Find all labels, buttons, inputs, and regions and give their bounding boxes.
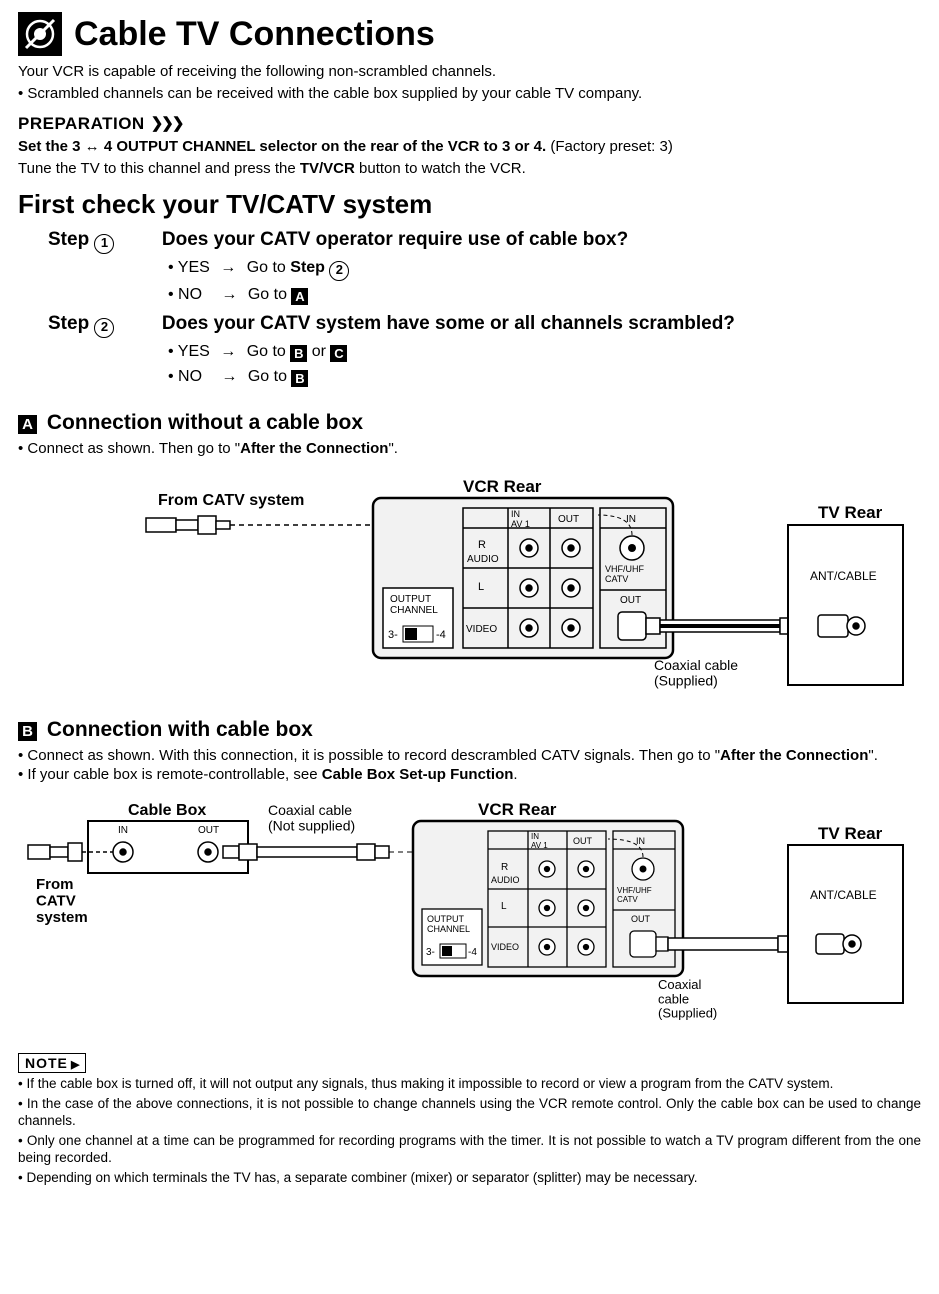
step1-yes: • YES → Go to Step 2 bbox=[168, 258, 921, 281]
coax-cable-icon bbox=[668, 936, 806, 952]
svg-text:AUDIO: AUDIO bbox=[491, 875, 520, 885]
step2-no: • NO → Go to B bbox=[168, 367, 921, 388]
tv-rear-panel: ANT/CABLE bbox=[788, 525, 903, 685]
step-2: Step 2 Does your CATV system have some o… bbox=[48, 312, 921, 338]
tv-rear-panel: ANT/CABLE bbox=[788, 845, 903, 1003]
vcr-out-label: OUT bbox=[558, 514, 579, 525]
ch4-label: -4 bbox=[436, 629, 446, 641]
box-b-icon: B bbox=[290, 345, 307, 362]
coax-plug-icon bbox=[146, 516, 373, 534]
svg-text:-4: -4 bbox=[468, 947, 477, 958]
circled-2-icon: 2 bbox=[329, 261, 349, 281]
coax-supplied-label: Coaxial cable(Supplied) bbox=[654, 657, 738, 688]
svg-text:OUT: OUT bbox=[631, 914, 651, 924]
note-item: Depending on which terminals the TV has,… bbox=[18, 1169, 921, 1187]
cb-in-label: IN bbox=[118, 825, 128, 836]
diagram-a: From CATV system VCR Rear INAV 1 OUT R A… bbox=[18, 470, 921, 694]
box-a-icon: A bbox=[291, 288, 308, 305]
check-system-heading: First check your TV/CATV system bbox=[18, 188, 921, 222]
circled-1-icon: 1 bbox=[94, 234, 114, 254]
note-item: Only one channel at a time can be progra… bbox=[18, 1132, 921, 1167]
tv-rear-label: TV Rear bbox=[818, 503, 883, 522]
vcr-out2-label: OUT bbox=[620, 595, 641, 606]
from-catv-label: From CATV system bbox=[158, 492, 304, 509]
intro-line1: Your VCR is capable of receiving the fol… bbox=[18, 62, 921, 82]
cb-out-label: OUT bbox=[198, 825, 219, 836]
note-item: If the cable box is turned off, it will … bbox=[18, 1075, 921, 1093]
svg-text:R: R bbox=[501, 862, 508, 873]
vcr-rear-label: VCR Rear bbox=[463, 477, 542, 496]
vcr-rear-panel: INAV 1 OUT R AUDIO L VIDEO IN VHF/UHFCAT… bbox=[413, 821, 683, 976]
svg-text:L: L bbox=[501, 901, 507, 912]
vcr-in2-label: IN bbox=[626, 514, 636, 525]
coax-supplied-label: Coaxialcable(Supplied) bbox=[658, 977, 717, 1021]
note-item: In the case of the above connections, it… bbox=[18, 1095, 921, 1130]
ant-cable-label: ANT/CABLE bbox=[810, 569, 877, 583]
svg-text:OUT: OUT bbox=[573, 836, 593, 846]
prep-line2: Tune the TV to this channel and press th… bbox=[18, 159, 921, 179]
step2-yes: • YES → Go to B or C bbox=[168, 342, 921, 363]
intro-line2: Scrambled channels can be received with … bbox=[18, 84, 921, 104]
page-title: Cable TV Connections bbox=[74, 12, 435, 56]
intro-block: Your VCR is capable of receiving the fol… bbox=[18, 62, 921, 103]
section-b-heading: B Connection with cable box bbox=[18, 716, 921, 743]
section-a-heading: A Connection without a cable box bbox=[18, 409, 921, 436]
vcr-rear-panel: INAV 1 OUT R AUDIO L VIDEO IN VHF/UHFCAT… bbox=[373, 498, 673, 658]
vcr-l-label: L bbox=[478, 581, 484, 593]
ant-cable-label: ANT/CABLE bbox=[810, 888, 877, 902]
output-channel-label: OUTPUTCHANNEL bbox=[390, 594, 438, 616]
svg-text:OUTPUTCHANNEL: OUTPUTCHANNEL bbox=[427, 914, 470, 934]
svg-text:VIDEO: VIDEO bbox=[491, 942, 519, 952]
cable-box-label: Cable Box bbox=[128, 802, 206, 819]
box-b-icon: B bbox=[291, 370, 308, 387]
title-row: Cable TV Connections bbox=[18, 12, 921, 56]
section-a-text: Connect as shown. Then go to "After the … bbox=[18, 439, 921, 459]
step1-no: • NO → Go to A bbox=[168, 285, 921, 306]
tv-rear-label: TV Rear bbox=[818, 824, 883, 843]
notes-list: If the cable box is turned off, it will … bbox=[18, 1075, 921, 1186]
from-catv-label: FromCATVsystem bbox=[36, 876, 88, 926]
vcr-rear-label: VCR Rear bbox=[478, 800, 557, 819]
diagram-b: Cable Box IN OUT Coaxial cable(Not suppl… bbox=[18, 797, 921, 1031]
coax-notsupplied-label: Coaxial cable(Not supplied) bbox=[268, 802, 355, 833]
ch3-label: 3- bbox=[388, 629, 398, 641]
prep-line1: Set the 3 ↔ 4 OUTPUT CHANNEL selector on… bbox=[18, 137, 921, 157]
note-heading: NOTE bbox=[18, 1053, 86, 1073]
vcr-audio-label: AUDIO bbox=[467, 554, 499, 565]
circled-2-icon: 2 bbox=[94, 318, 114, 338]
step-1: Step 1 Does your CATV operator require u… bbox=[48, 228, 921, 254]
preparation-heading: PREPARATION ❯❯❯ bbox=[18, 113, 921, 135]
coax-cable-icon bbox=[223, 844, 389, 860]
forward-arrows-icon: ❯❯❯ bbox=[151, 114, 183, 134]
vcr-video-label: VIDEO bbox=[466, 624, 497, 635]
svg-text:IN: IN bbox=[636, 836, 645, 846]
section-b-text: Connect as shown. With this connection, … bbox=[18, 746, 921, 785]
box-c-icon: C bbox=[330, 345, 347, 362]
vcr-r-label: R bbox=[478, 539, 486, 551]
eye-icon bbox=[18, 12, 62, 56]
svg-text:3-: 3- bbox=[426, 947, 435, 958]
